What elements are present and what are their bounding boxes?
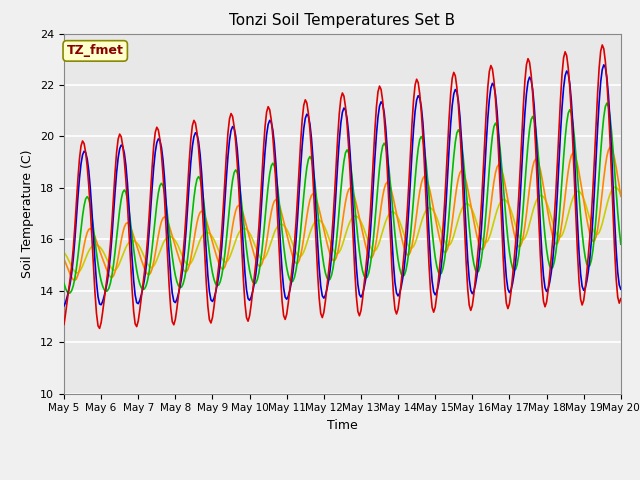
- Y-axis label: Soil Temperature (C): Soil Temperature (C): [22, 149, 35, 278]
- X-axis label: Time: Time: [327, 419, 358, 432]
- Legend: -2cm, -4cm, -8cm, -16cm, -32cm: -2cm, -4cm, -8cm, -16cm, -32cm: [154, 479, 531, 480]
- Text: TZ_fmet: TZ_fmet: [67, 44, 124, 58]
- Title: Tonzi Soil Temperatures Set B: Tonzi Soil Temperatures Set B: [229, 13, 456, 28]
